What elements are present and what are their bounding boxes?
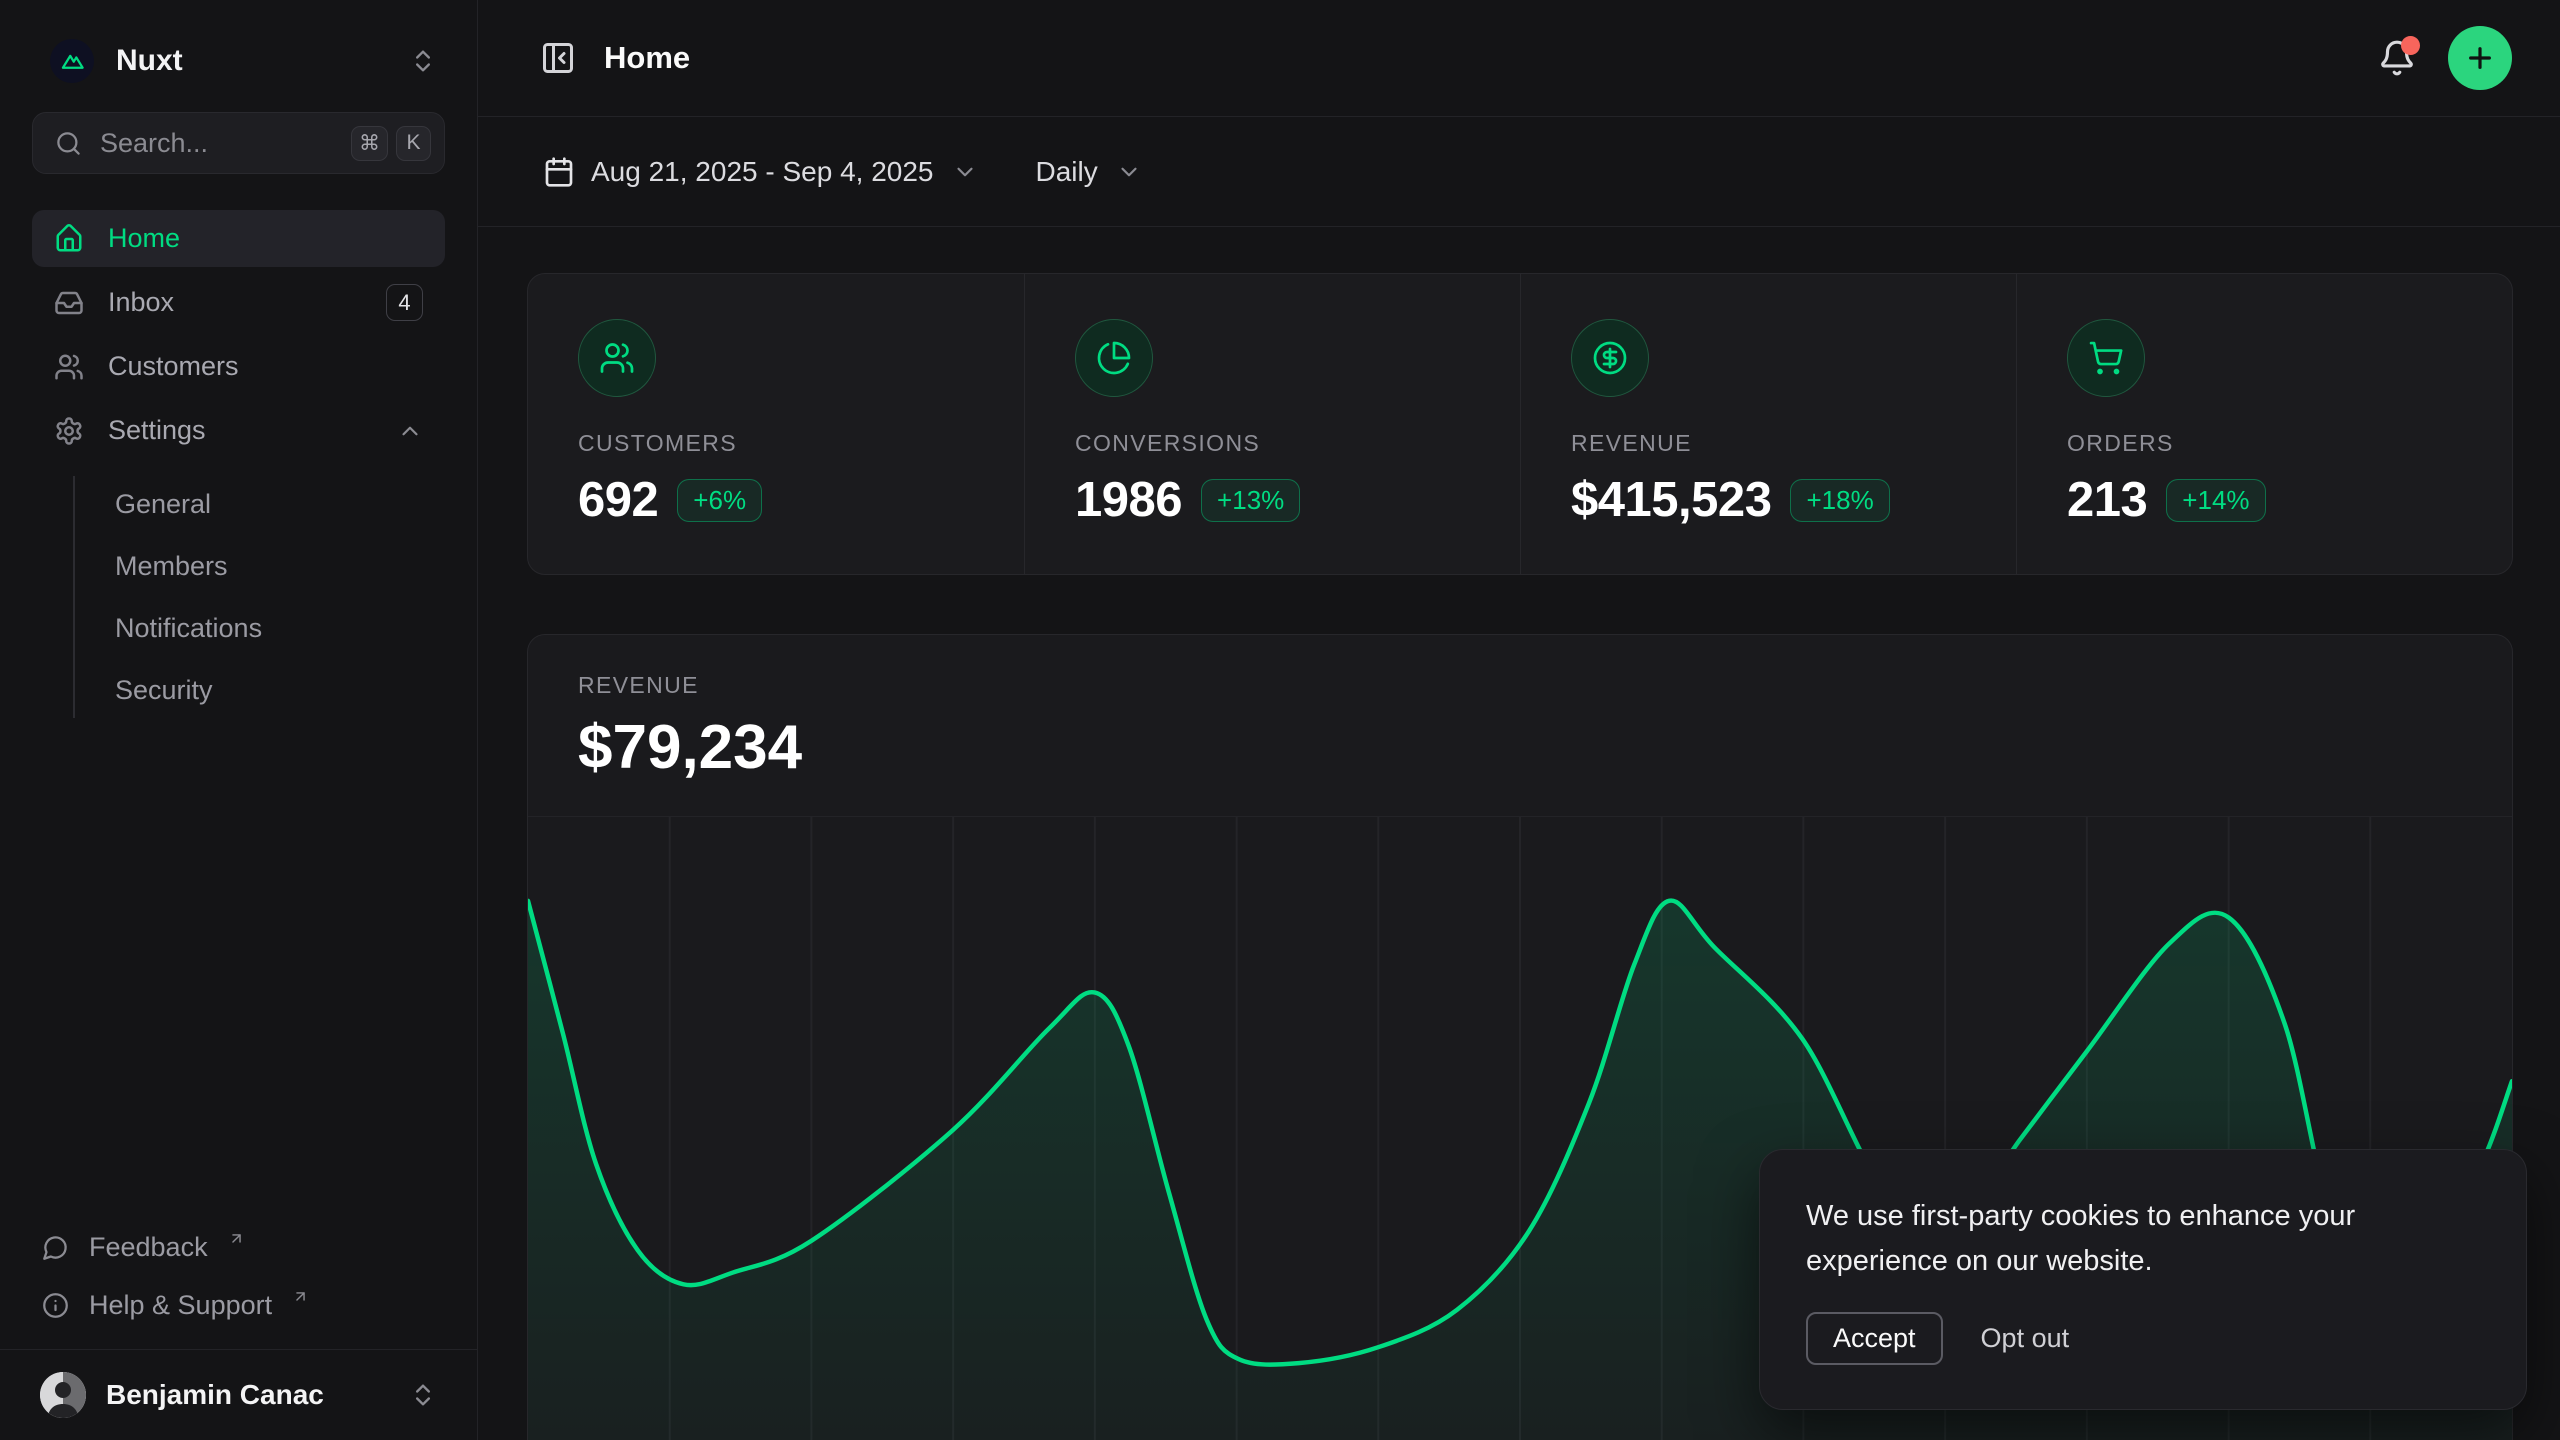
search-input[interactable]: Search... ⌘ K (32, 112, 445, 174)
info-circle-icon (42, 1292, 69, 1319)
calendar-icon (543, 156, 575, 188)
stat-value: $415,523 (1571, 472, 1771, 528)
arrow-up-right-icon (292, 1288, 309, 1305)
granularity-value: Daily (1036, 156, 1098, 188)
users-icon (578, 319, 656, 397)
brand-name: Nuxt (116, 44, 183, 78)
user-menu[interactable]: Benjamin Canac (32, 1350, 445, 1440)
date-range-value: Aug 21, 2025 - Sep 4, 2025 (591, 156, 934, 188)
stat-label: ORDERS (2067, 430, 2462, 457)
header: Home (478, 0, 2560, 117)
gear-icon (54, 416, 84, 446)
stat-delta-badge: +18% (1790, 479, 1889, 522)
search-icon (55, 130, 82, 157)
sidebar-item-inbox[interactable]: Inbox 4 (32, 274, 445, 331)
stat-label: REVENUE (1571, 430, 1966, 457)
inbox-count-badge: 4 (386, 284, 423, 321)
stat-value: 1986 (1075, 472, 1182, 528)
chevron-down-icon (952, 159, 978, 185)
stat-card-orders[interactable]: ORDERS 213 +14% (2016, 274, 2512, 574)
stat-delta-badge: +13% (1201, 479, 1300, 522)
stat-label: CUSTOMERS (578, 430, 974, 457)
date-range-picker[interactable]: Aug 21, 2025 - Sep 4, 2025 (543, 156, 978, 188)
revenue-value: $79,234 (578, 712, 2462, 783)
stat-value: 213 (2067, 472, 2147, 528)
chevron-down-icon (1116, 159, 1142, 185)
accept-button[interactable]: Accept (1806, 1312, 1943, 1365)
stat-label: CONVERSIONS (1075, 430, 1470, 457)
search-placeholder: Search... (100, 128, 208, 159)
settings-subnav: General Members Notifications Security (73, 476, 445, 718)
home-icon (54, 224, 84, 254)
sidebar-item-home[interactable]: Home (32, 210, 445, 267)
chevron-up-icon (397, 418, 423, 444)
sidebar-item-general[interactable]: General (105, 476, 445, 532)
cookie-banner: We use first-party cookies to enhance yo… (1759, 1149, 2527, 1410)
sidebar-item-settings[interactable]: Settings (32, 402, 445, 459)
add-button[interactable] (2448, 26, 2512, 90)
sidebar-item-members[interactable]: Members (105, 538, 445, 594)
optout-button[interactable]: Opt out (1981, 1323, 2070, 1354)
chevrons-up-down-icon (409, 47, 437, 75)
collapse-sidebar-button[interactable] (540, 40, 576, 76)
page-title: Home (604, 40, 690, 76)
message-circle-icon (42, 1234, 69, 1261)
k-key: K (396, 126, 431, 161)
stat-delta-badge: +6% (677, 479, 762, 522)
sidebar-nav: Home Inbox 4 Customers Settings General … (32, 210, 445, 718)
cmd-key: ⌘ (351, 126, 388, 161)
nuxt-logo-icon (50, 39, 94, 83)
cookie-message: We use first-party cookies to enhance yo… (1806, 1194, 2480, 1284)
notification-dot (2401, 36, 2420, 55)
team-picker[interactable]: Nuxt (32, 26, 445, 96)
stat-card-conversions[interactable]: CONVERSIONS 1986 +13% (1024, 274, 1520, 574)
users-icon (54, 352, 84, 382)
notifications-button[interactable] (2378, 39, 2416, 77)
search-shortcut: ⌘ K (351, 126, 431, 161)
stat-card-customers[interactable]: CUSTOMERS 692 +6% (528, 274, 1024, 574)
user-name: Benjamin Canac (106, 1379, 324, 1411)
stat-card-revenue[interactable]: REVENUE $415,523 +18% (1520, 274, 2016, 574)
inbox-icon (54, 288, 84, 318)
arrow-up-right-icon (228, 1230, 245, 1247)
sidebar-item-security[interactable]: Security (105, 662, 445, 718)
toolbar: Aug 21, 2025 - Sep 4, 2025 Daily (478, 117, 2560, 227)
granularity-select[interactable]: Daily (1036, 156, 1142, 188)
cart-icon (2067, 319, 2145, 397)
stat-value: 692 (578, 472, 658, 528)
plus-icon (2464, 42, 2496, 74)
avatar (40, 1372, 86, 1418)
chevrons-up-down-icon (409, 1381, 437, 1409)
sidebar-item-customers[interactable]: Customers (32, 338, 445, 395)
stats-grid: CUSTOMERS 692 +6% CONVERSIONS 1986 +13% (527, 273, 2513, 575)
stat-delta-badge: +14% (2166, 479, 2265, 522)
panel-left-close-icon (540, 40, 576, 76)
sidebar-item-notifications[interactable]: Notifications (105, 600, 445, 656)
help-support-link[interactable]: Help & Support (32, 1279, 445, 1331)
sidebar-footer: Feedback Help & Support (32, 1221, 445, 1335)
feedback-link[interactable]: Feedback (32, 1221, 445, 1273)
circle-dollar-icon (1571, 319, 1649, 397)
revenue-label: REVENUE (578, 672, 2462, 699)
pie-chart-icon (1075, 319, 1153, 397)
sidebar: Nuxt Search... ⌘ K Home Inbox 4 Customer… (0, 0, 478, 1440)
